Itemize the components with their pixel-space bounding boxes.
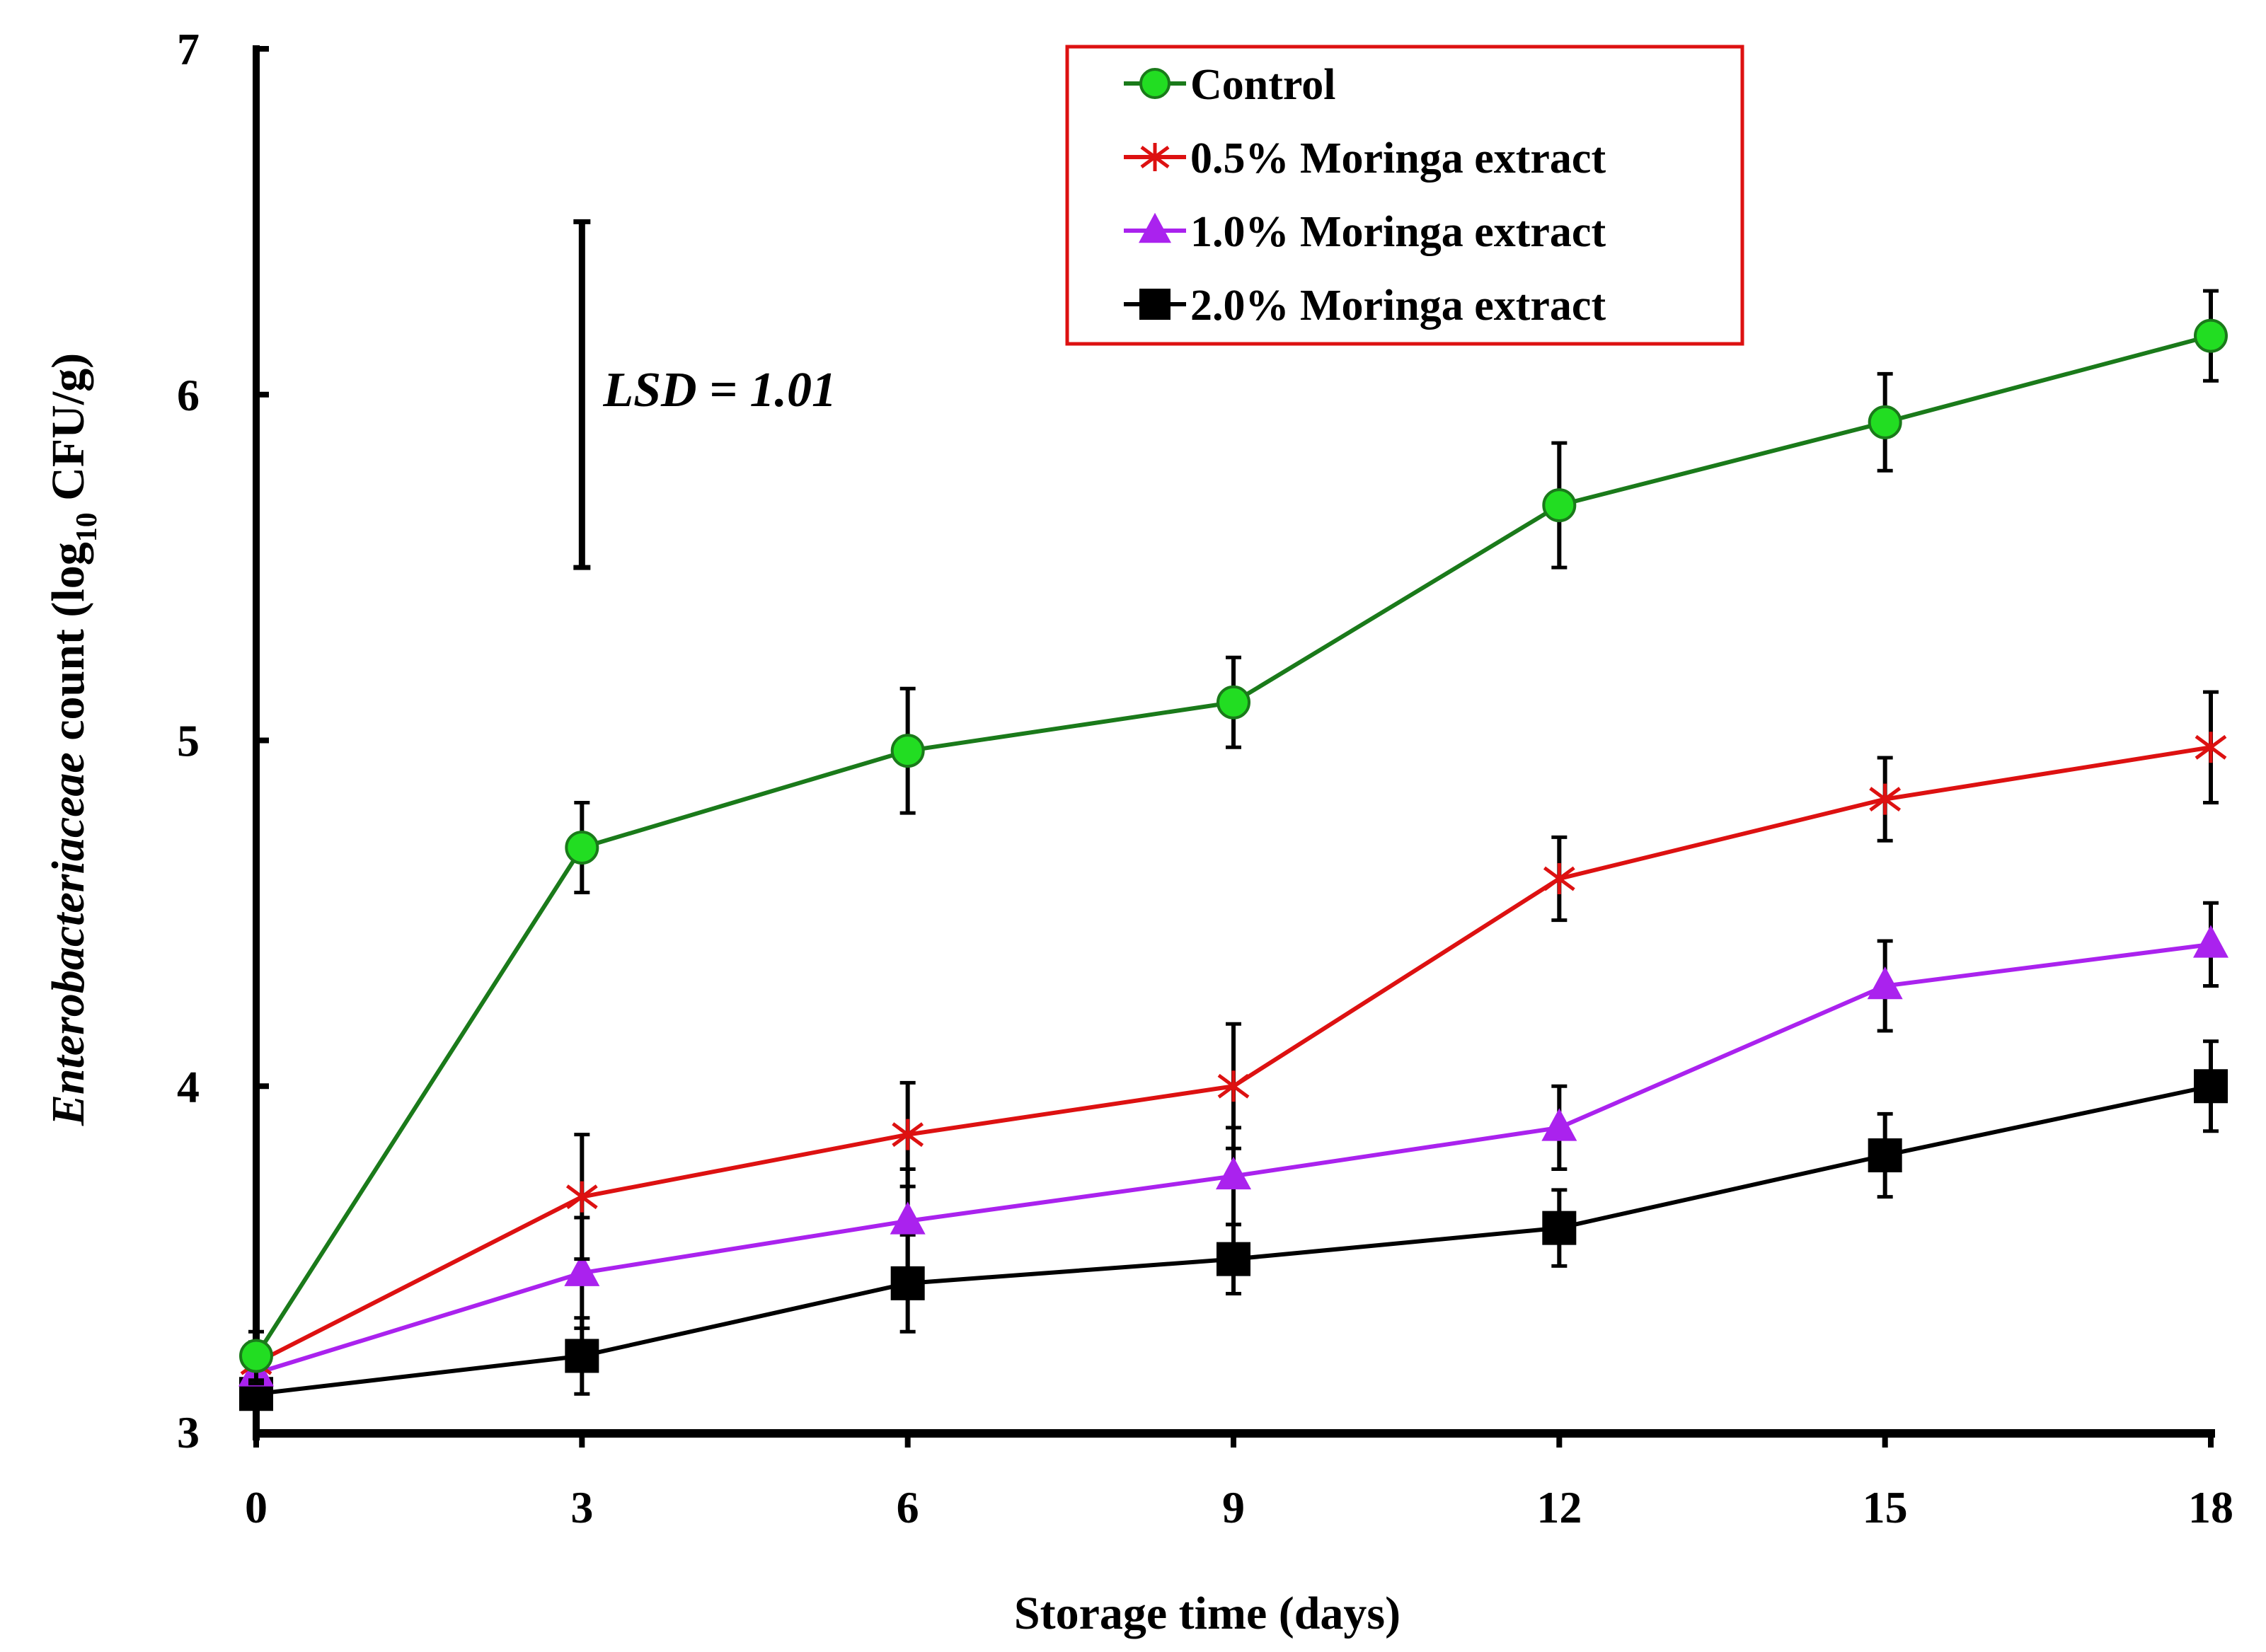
data-point bbox=[1140, 143, 1170, 171]
y-axis-title: Enterobacteriaceae count (log10 CFU/g) bbox=[42, 353, 103, 1126]
y-tick-label: 3 bbox=[177, 1407, 200, 1457]
y-tick-label: 4 bbox=[177, 1061, 200, 1111]
data-point-stroke bbox=[892, 1122, 924, 1148]
data-point bbox=[890, 734, 925, 768]
series-layer bbox=[238, 289, 2228, 1411]
data-point bbox=[2194, 318, 2228, 353]
data-point bbox=[1541, 1108, 1577, 1141]
legend-item: Control bbox=[1124, 61, 1336, 109]
legend-label: 0.5% Moringa extract bbox=[1190, 134, 1606, 183]
series-0 bbox=[239, 289, 2228, 1382]
lsd-annotation: LSD = 1.01 bbox=[573, 219, 836, 570]
x-tick-label: 15 bbox=[1863, 1482, 1908, 1532]
data-point bbox=[892, 1119, 924, 1150]
data-point bbox=[2195, 732, 2227, 763]
data-point bbox=[2193, 925, 2228, 958]
legend-items: Control 0.5% Moringa extract 1.0% Moringa … bbox=[1124, 61, 1606, 330]
data-point bbox=[890, 1201, 926, 1235]
legend-item: 0.5% Moringa extract bbox=[1124, 134, 1606, 183]
data-point bbox=[1542, 1211, 1577, 1245]
x-tick-label: 12 bbox=[1536, 1482, 1582, 1532]
y-axis-title-prefix: count (log bbox=[42, 542, 94, 752]
data-point bbox=[1867, 966, 1903, 1000]
data-point bbox=[1139, 68, 1171, 99]
x-ticks: 0 3 6 9 12 15 18 bbox=[245, 1433, 2233, 1532]
legend-label: 1.0% Moringa extract bbox=[1190, 208, 1606, 256]
y-axis-title-italic: Enterobacteriaceae bbox=[42, 752, 94, 1126]
series-1 bbox=[240, 690, 2227, 1386]
y-ticks: 3 4 5 6 7 bbox=[177, 24, 269, 1457]
data-point bbox=[565, 1181, 598, 1213]
data-point bbox=[239, 1339, 273, 1373]
data-point bbox=[1542, 488, 1577, 523]
x-tick-label: 9 bbox=[1222, 1482, 1245, 1532]
y-axis-title-subscript: 10 bbox=[71, 512, 103, 542]
data-point-stroke bbox=[565, 1184, 598, 1210]
lsd-label: LSD = 1.01 bbox=[602, 363, 836, 417]
data-point bbox=[1543, 863, 1575, 894]
data-point bbox=[1217, 685, 1250, 720]
legend-item: 1.0% Moringa extract bbox=[1124, 208, 1606, 256]
data-point bbox=[1139, 212, 1171, 243]
data-point-stroke bbox=[1543, 866, 1575, 891]
y-tick-label: 7 bbox=[177, 24, 200, 74]
x-axis-title: Storage time (days) bbox=[1014, 1588, 1401, 1639]
x-tick-label: 6 bbox=[897, 1482, 919, 1532]
y-tick-label: 5 bbox=[177, 716, 200, 766]
data-point bbox=[564, 1253, 600, 1286]
legend-item: 2.0% Moringa extract bbox=[1124, 282, 1606, 330]
data-point bbox=[1217, 1070, 1250, 1102]
data-point bbox=[1217, 1242, 1250, 1276]
legend-label: 2.0% Moringa extract bbox=[1190, 282, 1606, 330]
data-point bbox=[565, 1339, 599, 1373]
data-point bbox=[1868, 1138, 1902, 1172]
data-point bbox=[1868, 405, 1902, 439]
y-tick-label: 6 bbox=[177, 370, 200, 420]
legend-frame bbox=[1065, 45, 1744, 346]
data-point-stroke bbox=[1217, 1073, 1250, 1099]
data-point bbox=[565, 831, 599, 865]
x-tick-label: 0 bbox=[245, 1482, 268, 1532]
x-tick-label: 18 bbox=[2188, 1482, 2233, 1532]
y-axis-title-suffix: CFU/g) bbox=[42, 353, 94, 512]
legend: Control 0.5% Moringa extract 1.0% Moringa … bbox=[1065, 45, 1744, 346]
data-point bbox=[1139, 289, 1171, 320]
data-point-stroke bbox=[1140, 145, 1170, 169]
data-point bbox=[1216, 1156, 1251, 1190]
data-point-stroke bbox=[1869, 787, 1902, 812]
data-point bbox=[2194, 1069, 2228, 1104]
x-tick-label: 3 bbox=[570, 1482, 593, 1532]
data-point-stroke bbox=[2195, 734, 2227, 760]
data-point bbox=[1869, 783, 1902, 815]
legend-label: Control bbox=[1190, 61, 1336, 109]
